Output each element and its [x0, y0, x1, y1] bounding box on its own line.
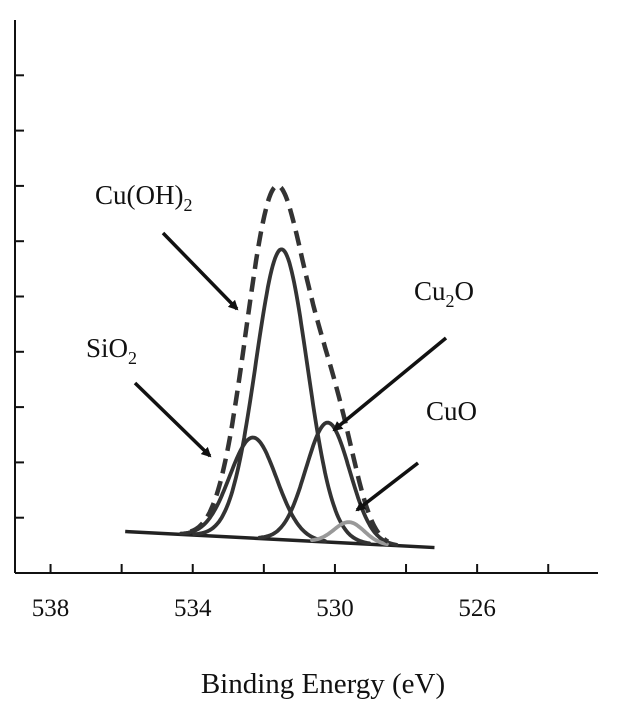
annotation: Cu(OH)2: [95, 180, 239, 311]
annotation-label: CuO: [426, 396, 477, 426]
x-ticks: [49, 564, 550, 573]
annotation-arrow: [355, 461, 420, 512]
x-tick-label: 534: [174, 595, 212, 622]
annotation-label: Cu2O: [414, 276, 474, 311]
x-tick-label: 526: [458, 595, 496, 622]
annotation-label: Cu(OH)2: [95, 180, 193, 215]
annotation-label-sub: 2: [446, 291, 455, 311]
annotation-label-main: Cu(OH): [95, 180, 184, 210]
annotation-label-main: CuO: [426, 396, 477, 426]
peak-cu2o: [257, 420, 399, 547]
annotation: Cu2O: [332, 276, 474, 432]
x-axis-title: Binding Energy (eV): [201, 668, 445, 700]
annotation-arrow: [133, 381, 212, 458]
annotation-label-tail: O: [455, 276, 475, 306]
annotation-arrow: [161, 231, 239, 311]
x-tick-label: 538: [32, 595, 70, 622]
annotation: CuO: [355, 396, 477, 512]
x-tick-labels: 538 534 530 526: [32, 595, 496, 622]
curves: [125, 183, 435, 550]
x-tick-label: 530: [316, 595, 354, 622]
envelope-dashed-line: [189, 183, 390, 544]
peak-cuo: [310, 520, 389, 547]
annotation: SiO2: [86, 333, 212, 458]
annotation-label-sub: 2: [128, 348, 137, 368]
annotation-label-main: SiO: [86, 333, 128, 363]
annotation-label-sub: 2: [184, 195, 193, 215]
plot-area: [125, 183, 435, 550]
peak-sio2: [179, 435, 327, 543]
y-ticks: [15, 74, 24, 519]
axes: 538 534 530 526: [14, 20, 598, 622]
peak-cu-oh-2: [192, 247, 372, 546]
annotation-label-main: Cu: [414, 276, 446, 306]
annotation-label: SiO2: [86, 333, 137, 368]
annotation-arrow: [332, 336, 448, 432]
